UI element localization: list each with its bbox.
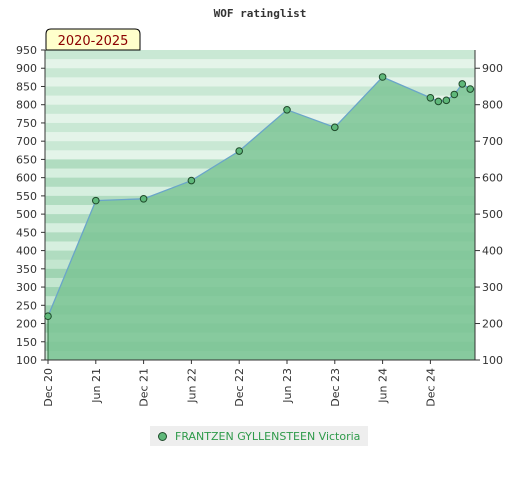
y-right-tick-label: 800: [482, 99, 503, 112]
data-point: [466, 85, 475, 93]
series-area: [48, 76, 475, 361]
y-left-tick-label: 900: [16, 62, 37, 75]
y-right-tick-label: 900: [482, 62, 503, 75]
data-point: [434, 97, 443, 106]
y-left-tick-label: 500: [16, 208, 37, 221]
y-left-tick-label: 300: [16, 281, 37, 294]
y-right-tick-label: 500: [482, 208, 503, 221]
data-point: [139, 195, 148, 203]
chart-title: WOF ratinglist: [214, 7, 307, 20]
x-tick-label: Dec 21: [138, 368, 151, 407]
x-tick-label: Jun 23: [281, 368, 294, 404]
y-left-tick-label: 600: [16, 172, 37, 185]
data-point: [330, 123, 339, 132]
y-right-tick-label: 100: [482, 354, 503, 367]
legend-series-label: FRANTZEN GYLLENSTEEN Victoria: [175, 429, 361, 443]
marker-layer: [44, 73, 475, 321]
background-band: [45, 122, 475, 133]
data-point: [426, 93, 435, 102]
background-band: [45, 95, 475, 106]
background-band: [45, 113, 475, 124]
background-band: [45, 50, 475, 60]
y-left-tick-label: 700: [16, 135, 37, 148]
x-tick-label: Dec 22: [233, 368, 246, 407]
data-point: [44, 312, 52, 321]
y-right-tick-label: 700: [482, 135, 503, 148]
data-point: [235, 147, 243, 155]
x-tick-label: Jun 24: [377, 368, 390, 404]
y-left-tick-label: 750: [16, 117, 37, 130]
y-left-tick-label: 950: [16, 44, 37, 57]
period-badge-label: 2020-2025: [58, 34, 129, 49]
legend-marker-icon: [158, 431, 167, 441]
data-point: [283, 106, 291, 114]
y-left-tick-label: 550: [16, 190, 37, 203]
y-right-tick-label: 200: [482, 318, 503, 331]
y-left-tick-label: 450: [16, 226, 37, 239]
x-tick-label: Dec 24: [424, 368, 437, 407]
legend: FRANTZEN GYLLENSTEEN Victoria: [150, 426, 369, 446]
data-point: [91, 196, 100, 205]
axis-layer: 100 150 200 250 300 350 400 450 500 550 600 650 700 7…: [16, 44, 503, 407]
background-band: [45, 77, 475, 87]
x-tick-label: Jun 21: [90, 368, 103, 404]
background-band: [45, 59, 475, 69]
y-right-tick-label: 300: [482, 281, 503, 294]
y-right-tick-label: 400: [482, 245, 503, 258]
data-point: [187, 176, 196, 185]
period-badge: 2020-2025: [45, 28, 141, 51]
y-left-tick-label: 650: [16, 153, 37, 166]
background-band: [45, 68, 475, 78]
x-tick-label: Jun 22: [185, 368, 198, 404]
data-point: [442, 96, 451, 105]
y-left-tick-label: 350: [16, 263, 37, 276]
y-left-tick-label: 850: [16, 80, 37, 93]
background-band: [45, 104, 475, 115]
data-point: [458, 80, 467, 88]
data-point: [378, 73, 387, 81]
y-left-tick-label: 100: [16, 354, 37, 367]
x-tick-label: Dec 23: [329, 368, 342, 407]
y-left-tick-label: 150: [16, 336, 37, 349]
y-right-tick-label: 600: [482, 172, 503, 185]
x-tick-label: Dec 20: [42, 368, 55, 407]
background-band: [45, 86, 475, 97]
y-left-tick-label: 250: [16, 299, 37, 312]
y-left-tick-label: 200: [16, 318, 37, 331]
data-point: [450, 90, 459, 99]
y-left-tick-label: 400: [16, 245, 37, 258]
y-left-tick-label: 800: [16, 99, 37, 112]
